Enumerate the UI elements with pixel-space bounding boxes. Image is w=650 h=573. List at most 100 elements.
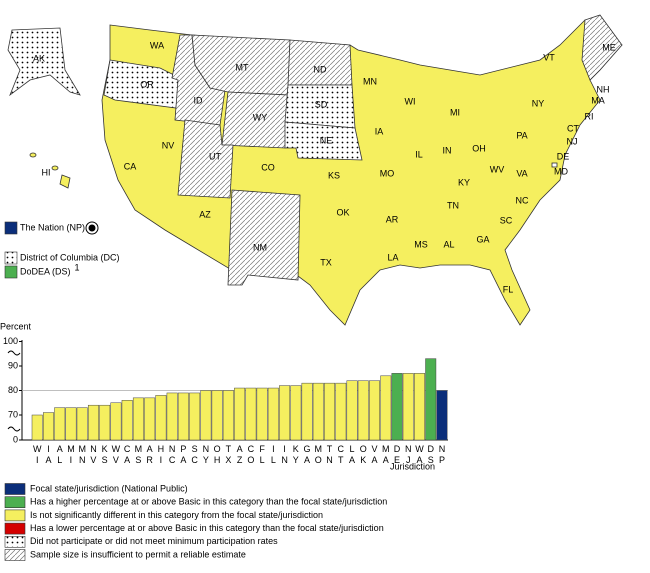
bar (436, 390, 448, 441)
bar (110, 402, 122, 441)
state-label: WY (253, 112, 268, 122)
side-legend-swatch (4, 251, 18, 265)
x-tick-label: IA (43, 444, 53, 466)
map: WA OR CA NV ID MT WY UT AZ CO NM ND SD NE KS OK TX MN IA MO… (7, 14, 623, 326)
state-label: TX (320, 257, 332, 267)
x-tick-label: SC (190, 444, 200, 466)
x-tick-label: WI (32, 444, 42, 466)
state-label: IL (415, 149, 423, 159)
side-legend-label: DoDEA (DS) (20, 266, 71, 276)
side-legend-swatch (4, 265, 18, 279)
bar (166, 392, 178, 441)
x-tick-label: MA (381, 444, 391, 466)
state-label: HI (42, 167, 51, 177)
state-label: OH (472, 143, 486, 153)
state-label: CT (567, 123, 579, 133)
bar (279, 385, 291, 441)
bar (256, 387, 268, 441)
state-label: MD (554, 166, 568, 176)
bar (267, 387, 279, 441)
state-shape (287, 39, 353, 86)
state-label: LA (387, 252, 398, 262)
x-tick-label: NY (201, 444, 211, 466)
state-shape (284, 121, 363, 161)
x-tick-label: CT (336, 444, 346, 466)
x-tick-label: NJ (403, 444, 413, 466)
bar (369, 380, 380, 441)
x-tick-label: TX (223, 444, 233, 466)
x-tick-label: IN (280, 444, 290, 466)
x-tick-label: VA (370, 444, 380, 466)
x-tick-label: MI (66, 444, 76, 466)
state-label: AL (443, 239, 454, 249)
legend-swatch (4, 483, 26, 495)
state-shape (581, 14, 623, 81)
dc-marker (551, 162, 558, 168)
x-tick-label: DE (392, 444, 402, 466)
state-label: CO (261, 162, 275, 172)
state-label: NM (253, 242, 267, 252)
legend-label: Has a higher percentage at or above Basi… (30, 497, 387, 507)
bar (65, 407, 77, 441)
bar (380, 375, 392, 441)
bar (189, 392, 201, 441)
x-tick-label: KS (100, 444, 110, 466)
x-tick-label: KY (291, 444, 301, 466)
state-label: WA (150, 40, 164, 50)
legend-swatch (4, 496, 26, 509)
bar (402, 373, 414, 441)
bar (177, 392, 189, 441)
state-shape (227, 189, 301, 286)
state-label: UT (209, 151, 221, 161)
legend-label: Did not participate or did not meet mini… (30, 536, 278, 546)
y-tick-label: 80 (8, 385, 18, 395)
bar (324, 382, 336, 441)
axis-break (7, 350, 21, 356)
y-tick-label: 90 (8, 360, 18, 370)
bar (425, 358, 437, 441)
x-tick-label: GA (302, 444, 312, 466)
x-axis-title: Jurisdiction (390, 461, 435, 471)
x-tick-label: NC (167, 444, 177, 466)
bar (335, 382, 347, 441)
bar (357, 380, 369, 441)
x-tick-label: CO (246, 444, 256, 466)
state-label: SD (315, 99, 328, 109)
state-label: OR (140, 79, 154, 89)
state-label: MS (414, 239, 428, 249)
x-tick-label: NP (437, 444, 447, 466)
bar (312, 382, 324, 441)
bar (121, 400, 133, 441)
x-tick-label: OK (358, 444, 368, 466)
state-label: NH (597, 84, 610, 94)
bar (234, 387, 246, 441)
state-label: ME (602, 42, 616, 52)
bar (99, 404, 111, 441)
x-tick-label: MO (313, 444, 323, 466)
y-tick-label: 70 (8, 409, 18, 419)
footnote-mark: 1 (75, 262, 80, 272)
x-tick-label: WV (111, 444, 121, 466)
x-tick-label: FL (257, 444, 267, 466)
state-label: VT (543, 52, 555, 62)
state-label: IA (375, 126, 384, 136)
state-label: DE (557, 151, 570, 161)
x-tick-label: HI (156, 444, 166, 466)
legend-label: Is not significantly different in this c… (30, 510, 323, 520)
bar (144, 397, 156, 441)
bar (222, 390, 234, 441)
state-label: NC (516, 195, 529, 205)
legend-swatch (4, 522, 26, 535)
state-label: TN (447, 200, 459, 210)
state-shape (7, 27, 81, 97)
state-label: RI (585, 111, 594, 121)
legend-swatch (4, 549, 26, 561)
bar (31, 414, 43, 441)
bar (54, 407, 66, 441)
x-tick-label: OH (212, 444, 222, 466)
hawaii-island (59, 174, 71, 189)
state-label: AK (33, 53, 45, 63)
legend-swatch (4, 509, 26, 522)
state-label: PA (516, 130, 527, 140)
y-tick-label: 100 (3, 336, 18, 346)
